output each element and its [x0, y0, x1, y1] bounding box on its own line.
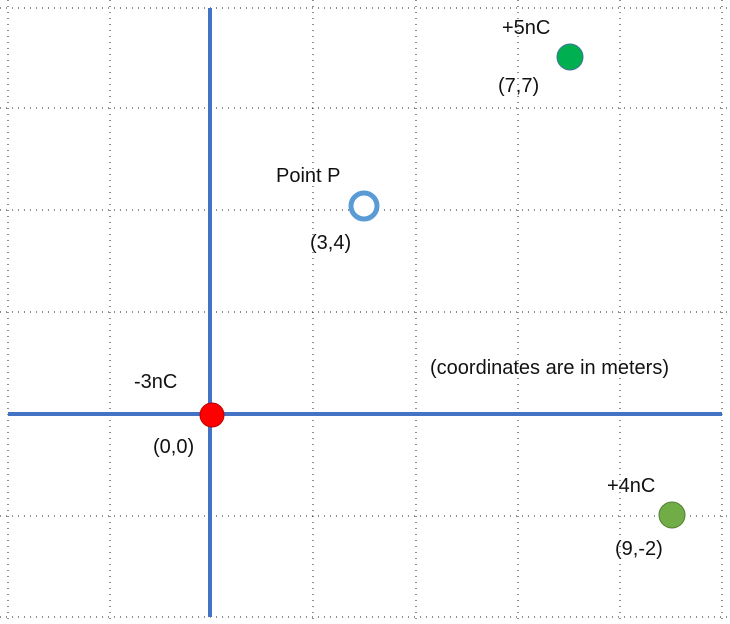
charge-p4-label: +4nC: [607, 475, 655, 497]
charge-p5-marker: [556, 43, 584, 71]
point-p-label: Point P: [276, 165, 340, 187]
point-p-marker: [348, 190, 380, 222]
charge-p4-coords: (9,-2): [615, 538, 663, 560]
charge-origin-label: -3nC: [134, 371, 177, 393]
charge-p4-marker: [658, 501, 686, 529]
charge-p5-coords: (7,7): [498, 75, 539, 97]
units-note: (coordinates are in meters): [430, 357, 669, 379]
charge-origin-coords: (0,0): [153, 436, 194, 458]
charge-p5-label: +5nC: [502, 17, 550, 39]
charge-origin-marker: [199, 402, 225, 428]
point-p-coords: (3,4): [310, 232, 351, 254]
